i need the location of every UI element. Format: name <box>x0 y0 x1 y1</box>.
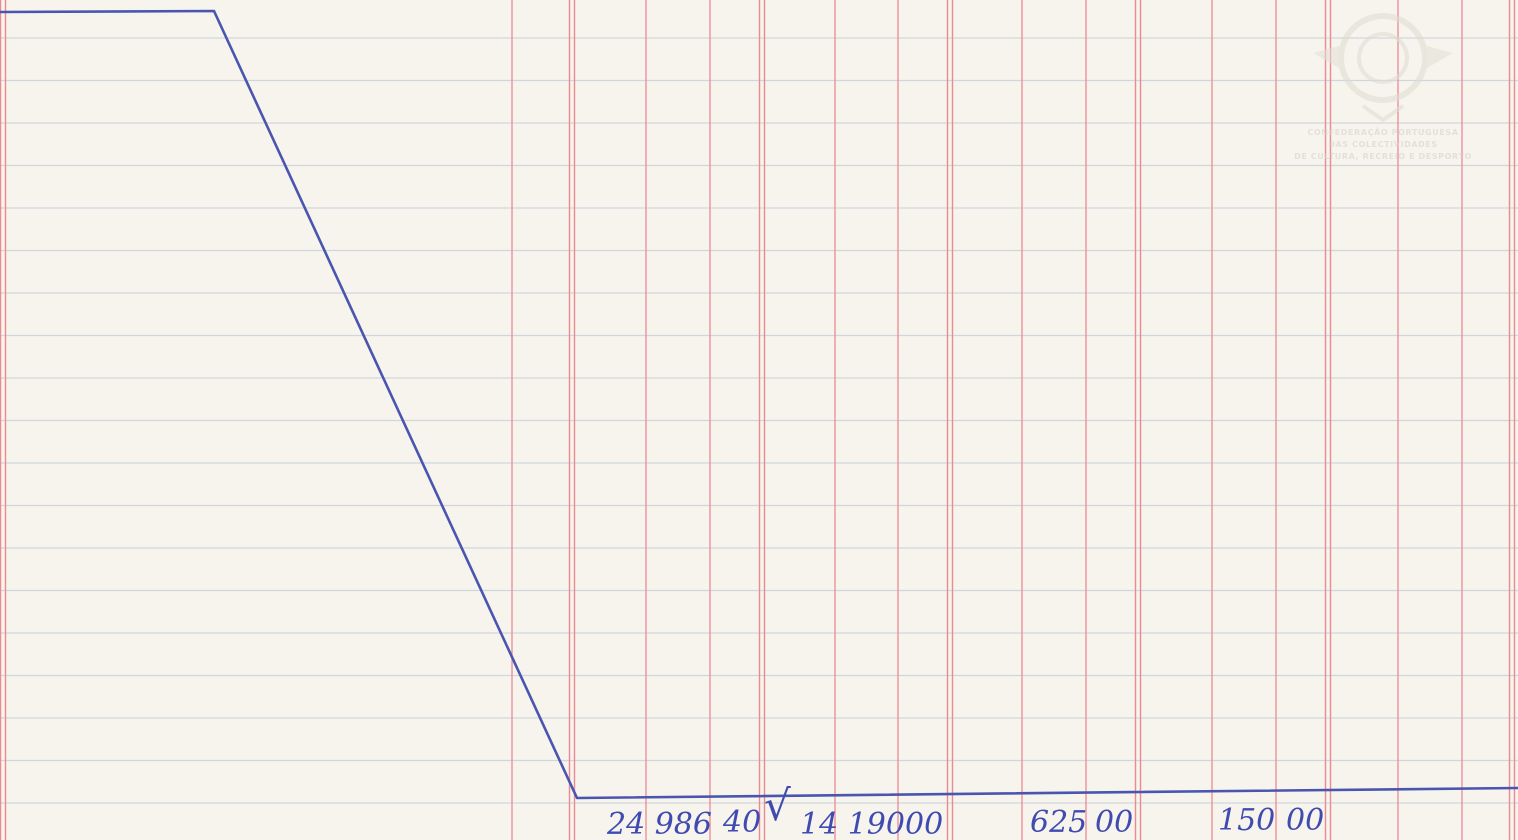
amount-3-cents: 00 <box>1095 805 1133 840</box>
amount-1-cents: 40 <box>722 805 761 840</box>
amount-4-whole: 150 <box>1218 803 1275 838</box>
amount-entries: 24 986 40 √ 14 190 00 625 00 150 00 <box>606 781 1324 840</box>
watermark-line-1: CONFEDERAÇÃO PORTUGUESA <box>1307 127 1458 137</box>
watermark-line-3: DE CULTURA, RECREIO E DESPORTO <box>1294 152 1472 161</box>
amount-3-whole: 625 <box>1030 805 1087 840</box>
amount-2-whole: 14 190 <box>800 807 905 840</box>
check-mark: √ <box>764 781 791 830</box>
amount-1-whole: 24 986 <box>606 807 712 840</box>
z-cancellation-line <box>0 9 1518 800</box>
watermark-line-2: DAS COLECTIVIDADES <box>1328 140 1438 149</box>
amount-4-cents: 00 <box>1286 803 1324 838</box>
amount-2-cents: 00 <box>905 807 943 840</box>
watermark-seal: CONFEDERAÇÃO PORTUGUESA DAS COLECTIVIDAD… <box>1294 13 1472 161</box>
